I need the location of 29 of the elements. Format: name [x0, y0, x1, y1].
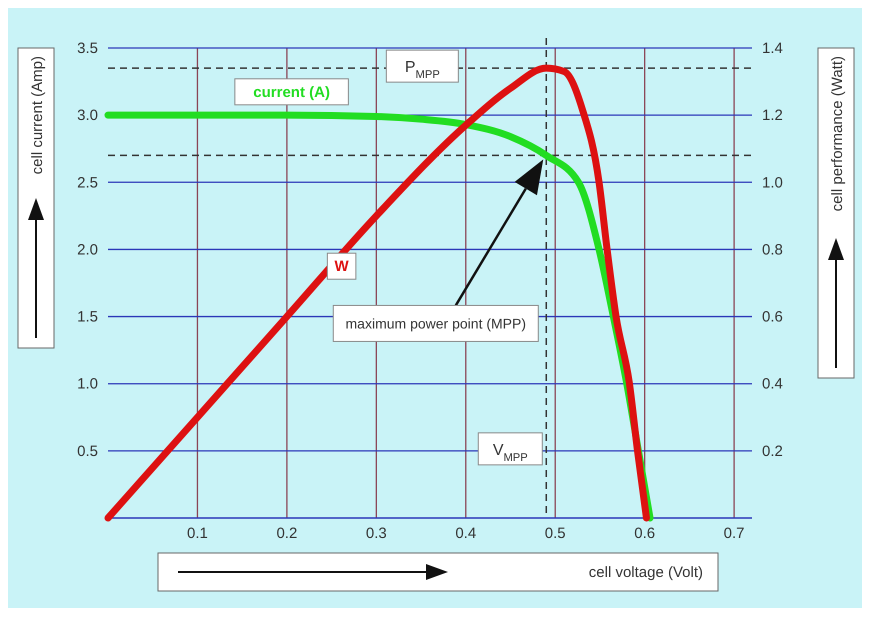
y2-tick-label: 1.4 [762, 40, 783, 57]
y2-tick-label: 0.4 [762, 376, 783, 393]
x-tick-label: 0.7 [724, 525, 745, 542]
y-tick-label: 2.0 [77, 241, 98, 258]
y2-tick-label: 0.6 [762, 308, 783, 326]
series-label: W [334, 258, 350, 276]
y2-tick-label: 1.2 [762, 107, 783, 124]
annotation: maximum power point (MPP) [346, 315, 526, 332]
y-tick-label: 0.5 [77, 442, 98, 460]
x-tick-label: 0.2 [276, 525, 298, 542]
y-tick-label: 2.5 [77, 174, 98, 192]
series-label: current (A) [253, 84, 330, 101]
x-tick-label: 0.3 [366, 525, 387, 542]
x-tick-label: 0.6 [634, 525, 656, 542]
ref-line-label: V$_{MPP}$ [492, 442, 528, 464]
y-axis-title: cell current (Amp) [29, 56, 46, 174]
ref-line-label: P$_{MPP}$ [404, 59, 440, 82]
y-tick-label: 3.0 [77, 107, 98, 124]
y-tick-label: 3.5 [77, 40, 98, 57]
y2-tick-label: 0.2 [762, 442, 783, 460]
y-tick-label: 1.5 [77, 308, 98, 326]
y-tick-label: 1.0 [77, 376, 98, 393]
x-tick-label: 0.4 [455, 525, 476, 542]
x-axis-title: cell voltage (Volt) [588, 564, 703, 581]
x-tick-label: 0.5 [544, 525, 566, 542]
y2-tick-label: 0.8 [762, 241, 783, 258]
y2-axis-title: cell performance (Watt) [829, 56, 846, 212]
y2-tick-label: 1.0 [762, 174, 783, 192]
x-tick-label: 0.1 [187, 525, 208, 542]
